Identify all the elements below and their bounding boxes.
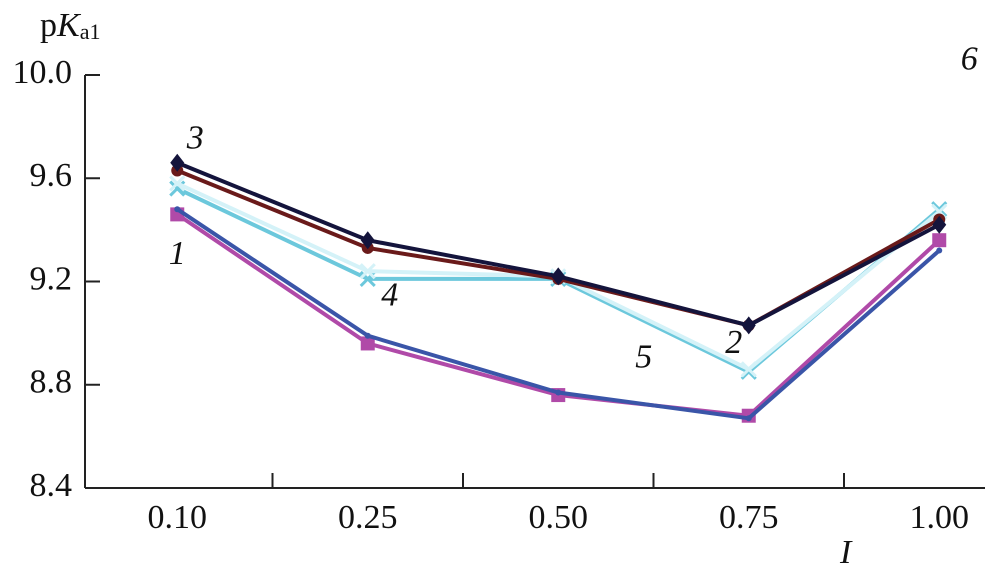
y-label-part: a1 (80, 19, 101, 44)
y-label-part: K (56, 7, 82, 44)
series-label: 5 (635, 339, 652, 376)
marker (936, 247, 943, 254)
x-tick-label: 1.00 (910, 499, 970, 536)
marker (170, 153, 185, 172)
x-tick-label: 0.25 (338, 499, 398, 536)
y-tick-label: 9.6 (30, 157, 73, 194)
marker (551, 267, 566, 286)
marker (169, 175, 186, 192)
marker (364, 332, 371, 339)
marker (932, 215, 947, 234)
series-label: 6 (961, 41, 978, 78)
y-tick-label: 8.4 (30, 467, 73, 504)
marker (360, 336, 375, 351)
series-label: 2 (725, 324, 742, 361)
marker (932, 233, 947, 248)
x-tick-label: 0.50 (529, 499, 589, 536)
marker (174, 206, 181, 213)
series-label: 4 (381, 277, 398, 314)
marker (745, 415, 752, 422)
line (176, 168, 941, 328)
marker (555, 389, 562, 396)
x-tick-label: 0.10 (148, 499, 208, 536)
y-tick-label: 10.0 (13, 54, 73, 91)
marker (359, 263, 376, 280)
y-label-part: p (40, 7, 57, 44)
y-axis-label: pKa1 (40, 7, 100, 44)
y-tick-label: 9.2 (30, 260, 73, 297)
series-label: 3 (186, 120, 204, 157)
series-label: 1 (169, 235, 186, 272)
x-axis-label: I (839, 534, 853, 571)
marker (740, 361, 757, 378)
marker (360, 231, 375, 250)
marker (741, 316, 756, 335)
x-tick-label: 0.75 (719, 499, 779, 536)
y-tick-label: 8.8 (30, 364, 73, 401)
